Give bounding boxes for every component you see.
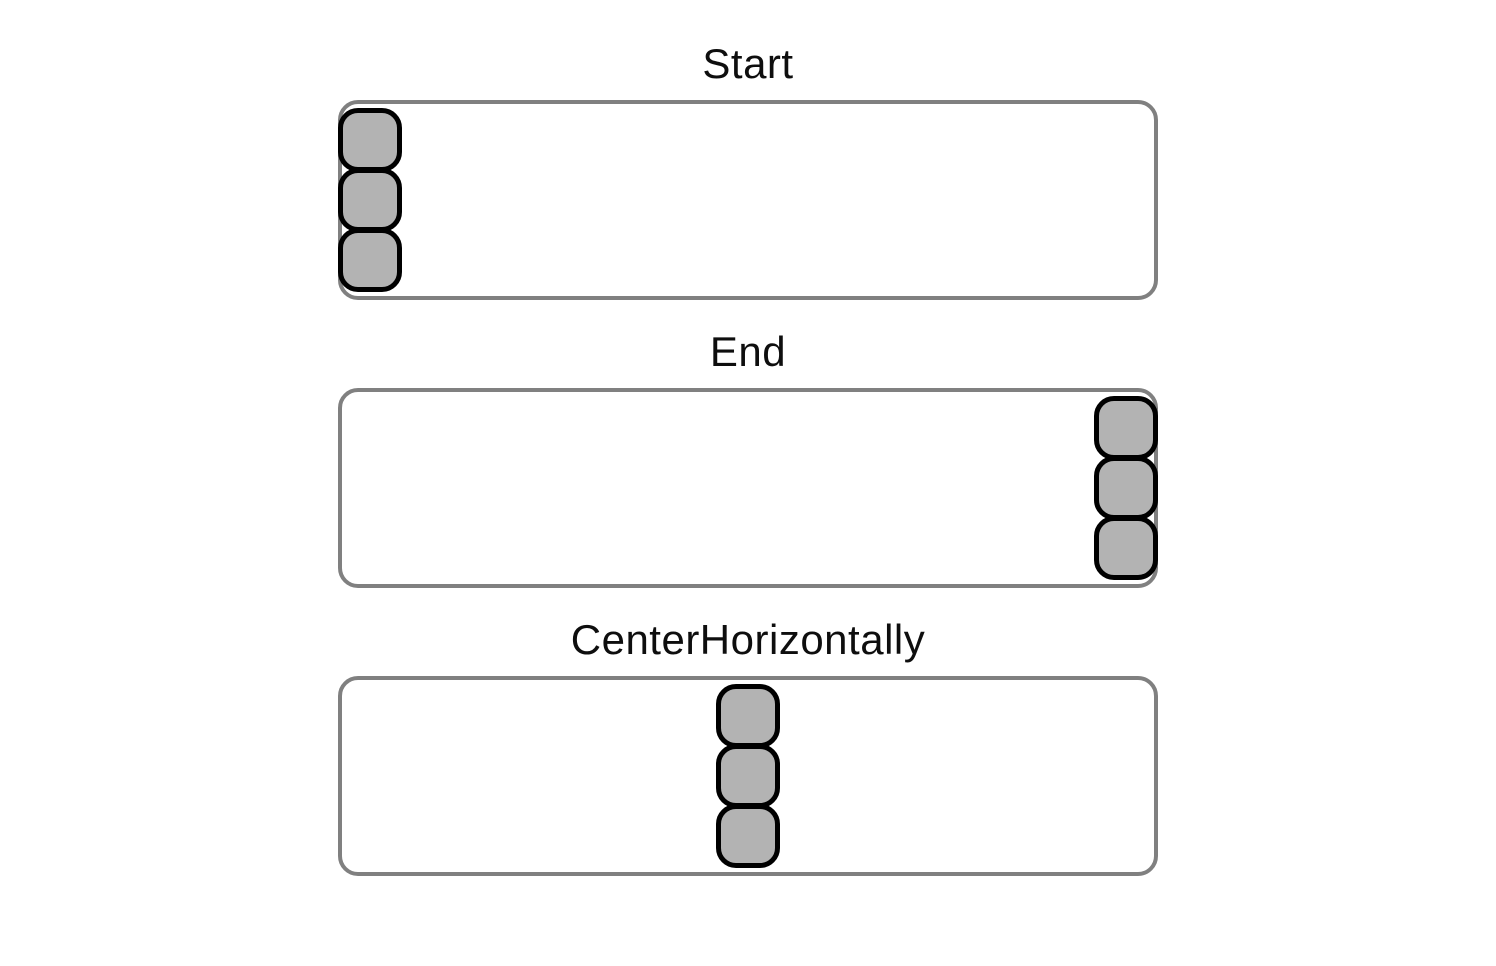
layout-item	[716, 684, 780, 748]
alignment-section-center: CenterHorizontally	[338, 616, 1158, 876]
layout-container-end	[338, 388, 1158, 588]
layout-item	[1094, 456, 1158, 520]
layout-container-start	[338, 100, 1158, 300]
layout-item	[1094, 516, 1158, 580]
layout-item	[1094, 396, 1158, 460]
alignment-section-end: End	[338, 328, 1158, 588]
layout-item	[338, 168, 402, 232]
layout-item	[338, 228, 402, 292]
alignment-section-start: Start	[338, 40, 1158, 300]
section-label: Start	[702, 40, 793, 88]
layout-container-center	[338, 676, 1158, 876]
layout-item	[338, 108, 402, 172]
section-label: CenterHorizontally	[571, 616, 925, 664]
layout-item	[716, 804, 780, 868]
section-label: End	[710, 328, 786, 376]
layout-item	[716, 744, 780, 808]
